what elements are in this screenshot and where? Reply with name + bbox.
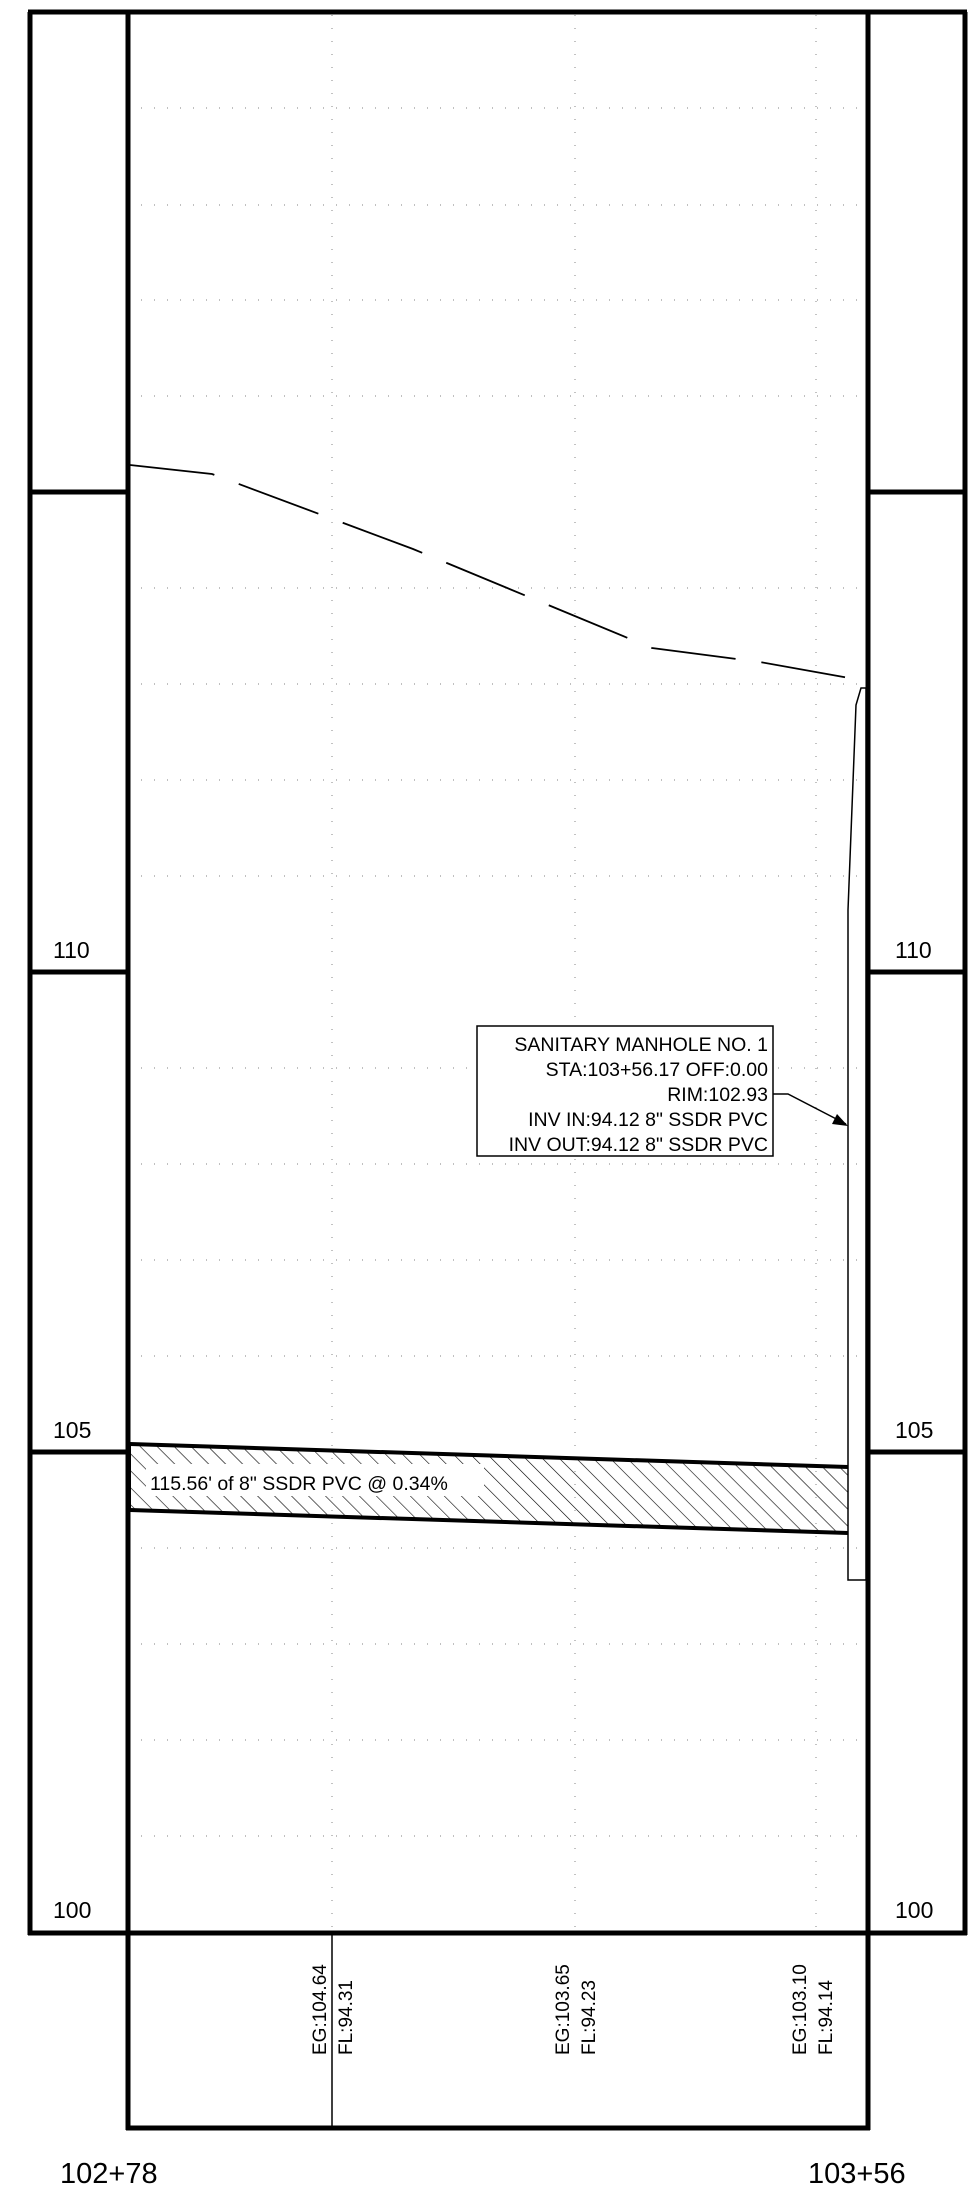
station-fl-3: FL:94.14 xyxy=(816,1980,837,2055)
grid-horizontal xyxy=(128,107,868,1837)
elevation-label-left-110: 110 xyxy=(53,937,90,963)
manhole-inv-in: INV IN:94.12 8" SSDR PVC xyxy=(528,1109,768,1131)
manhole-leader-arrow xyxy=(832,1114,848,1126)
pipe-invert xyxy=(129,1508,849,1535)
profile-frame xyxy=(27,9,968,2131)
manhole-callout-box xyxy=(476,1025,774,1157)
manhole-leader-line xyxy=(773,1093,847,1125)
manhole-title: SANITARY MANHOLE NO. 1 xyxy=(514,1034,768,1056)
station-label-end: 103+56 xyxy=(808,2158,906,2190)
manhole-structure xyxy=(847,687,867,1581)
pipe-crown xyxy=(129,1442,849,1469)
elevation-label-right-100: 100 xyxy=(895,1897,933,1923)
elevation-label-left-100: 100 xyxy=(53,1897,91,1923)
station-eg-1: EG:104.64 xyxy=(310,1964,331,2055)
sewer-pipe: 115.56' of 8" SSDR PVC @ 0.34% xyxy=(129,1442,849,1535)
manhole-rim: RIM:102.93 xyxy=(667,1084,768,1106)
station-label-start: 102+78 xyxy=(60,2158,158,2190)
manhole-station: STA:103+56.17 OFF:0.00 xyxy=(546,1059,769,1081)
existing-ground-line xyxy=(129,464,861,681)
elevation-label-right-110: 110 xyxy=(895,937,932,963)
elevation-label-left-105: 105 xyxy=(53,1417,91,1443)
manhole-inv-out: INV OUT:94.12 8" SSDR PVC xyxy=(509,1134,768,1156)
pipe-label-bg xyxy=(146,1464,484,1496)
station-eg-3: EG:103.10 xyxy=(790,1964,811,2055)
grid-vertical xyxy=(331,15,817,1935)
manhole-outline xyxy=(847,687,867,1581)
station-fl-2: FL:94.23 xyxy=(579,1980,600,2055)
station-fl-1: FL:94.31 xyxy=(336,1980,357,2055)
elevation-label-right-105: 105 xyxy=(895,1417,933,1443)
station-eg-2: EG:103.65 xyxy=(553,1964,574,2055)
manhole-callout: SANITARY MANHOLE NO. 1 STA:103+56.17 OFF… xyxy=(476,1025,848,1157)
station-values: EG:104.64 FL:94.31 EG:103.65 FL:94.23 EG… xyxy=(310,1964,837,2055)
elevation-labels: 110 110 105 105 100 100 xyxy=(53,937,933,1923)
pipe-label: 115.56' of 8" SSDR PVC @ 0.34% xyxy=(150,1473,448,1495)
